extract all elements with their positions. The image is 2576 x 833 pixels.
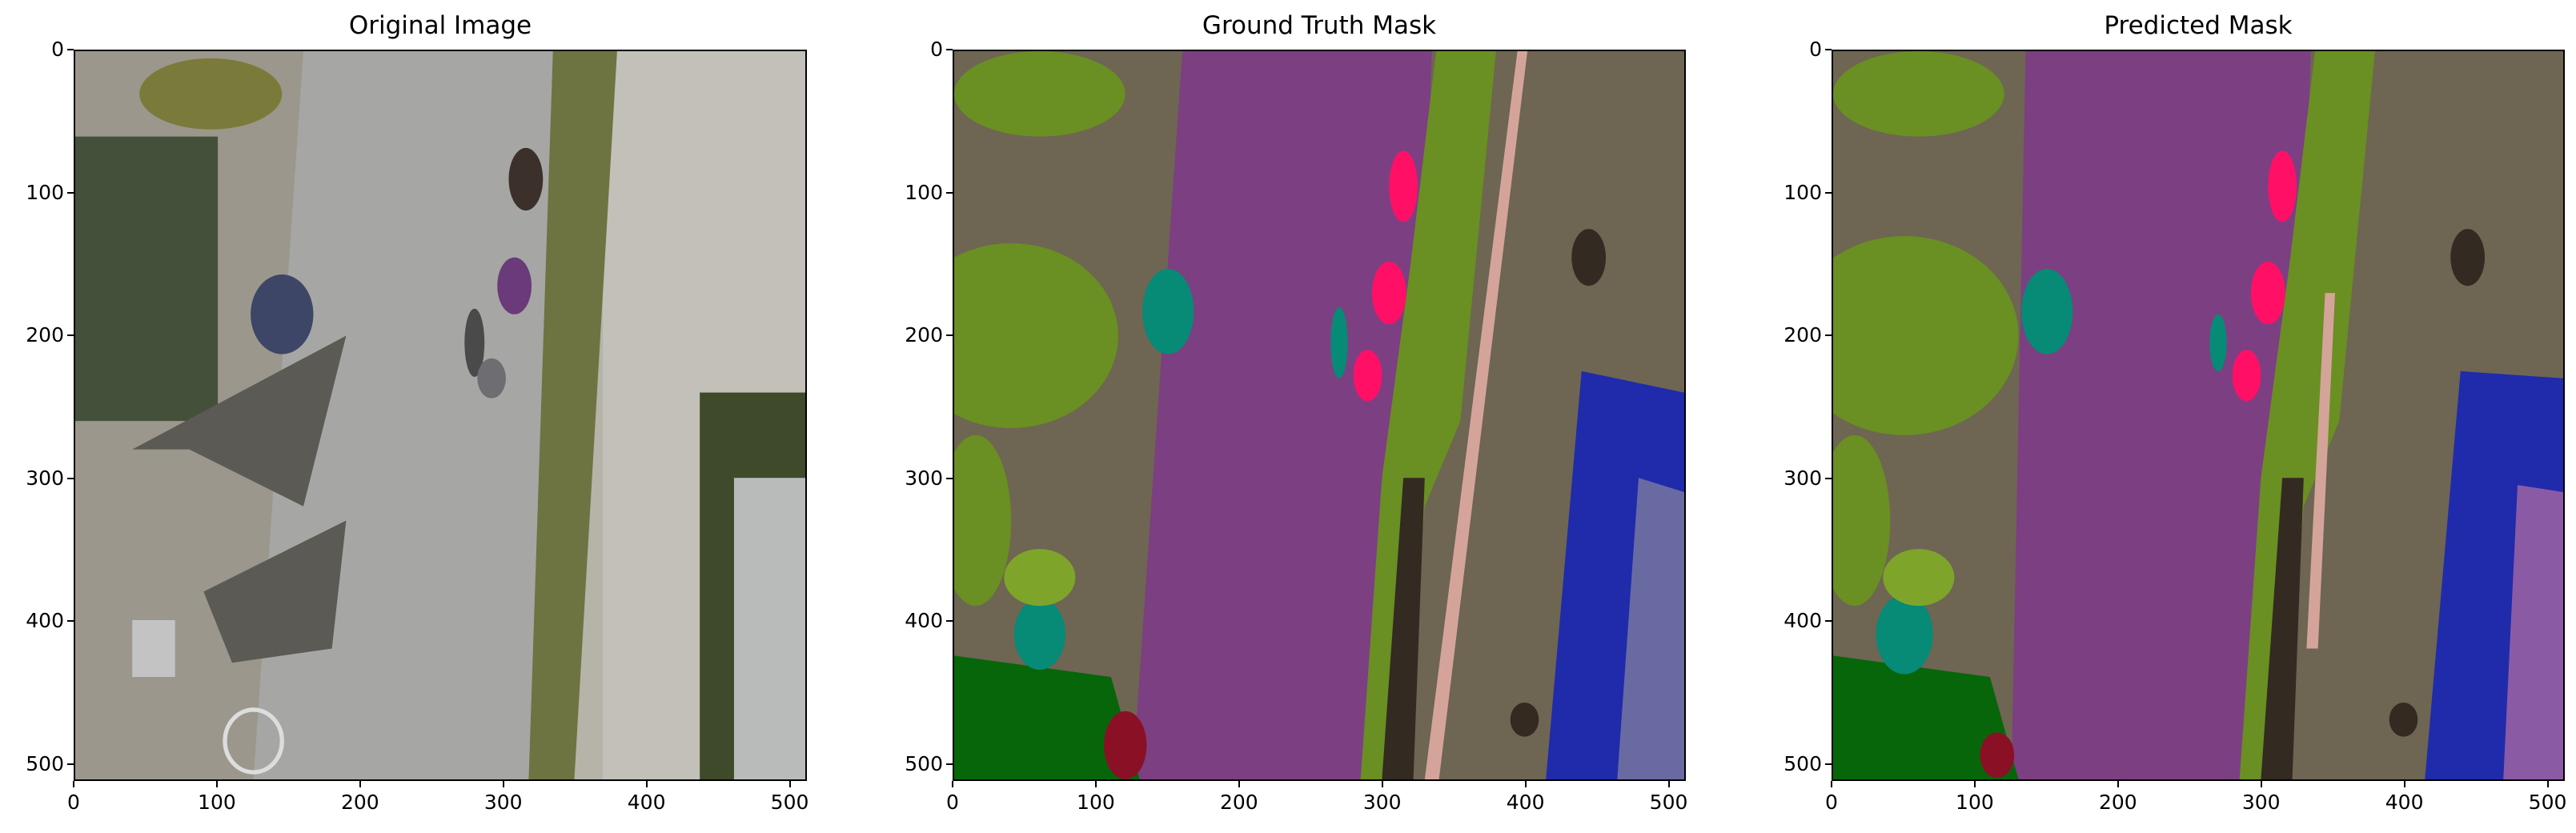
x-tick-label: 0 [946,791,959,814]
predicted-mask [1833,51,2563,779]
x-tick-label: 100 [198,791,236,814]
y-tick-mark [67,477,74,479]
x-tick-mark [2260,781,2262,787]
y-tick-mark [67,49,74,50]
y-tick-mark [1825,191,1832,194]
y-tick-mark [946,49,953,50]
y-tick-mark [946,191,953,194]
x-tick-mark [215,781,218,787]
x-tick-mark [1381,781,1383,787]
x-tick-label: 300 [484,791,523,814]
x-tick-label: 300 [2241,791,2281,814]
panel-title: Predicted Mask [2104,11,2293,40]
x-tick-mark [502,781,504,787]
x-tick-label: 500 [770,791,809,814]
x-tick-mark [1667,781,1670,787]
x-tick-label: 300 [1362,791,1402,814]
x-tick-mark [1524,781,1527,787]
y-tick-mark [946,334,953,337]
image-ground-truth [953,50,1686,781]
y-tick-mark [1825,477,1832,479]
x-tick-mark [359,781,361,787]
x-tick-mark [645,781,648,787]
y-tick-mark [946,763,953,765]
y-tick-label: 300 [1784,466,1822,490]
y-tick-mark [1825,49,1832,50]
y-tick-label: 200 [905,323,943,347]
y-tick-mark [67,334,74,337]
y-tick-mark [67,620,74,623]
x-tick-label: 500 [1649,791,1688,814]
y-tick-label: 400 [26,609,64,633]
original-photo [75,51,805,779]
y-tick-mark [1825,334,1832,337]
y-tick-mark [1825,620,1832,623]
y-tick-label: 500 [905,751,943,775]
x-tick-label: 0 [1825,791,1838,814]
x-tick-label: 100 [1077,791,1115,814]
x-tick-mark [1973,781,1976,787]
panel-title: Ground Truth Mask [1202,11,1437,40]
x-tick-label: 200 [1219,791,1258,814]
x-tick-mark [952,781,953,787]
y-tick-mark [67,763,74,765]
ground-truth-mask [954,51,1684,779]
y-tick-mark [1825,763,1832,765]
y-tick-label: 500 [26,751,64,775]
x-tick-label: 400 [627,791,666,814]
x-tick-mark [73,781,74,787]
y-tick-label: 100 [905,180,943,204]
y-tick-label: 100 [26,180,64,204]
x-tick-mark [788,781,791,787]
y-tick-mark [946,620,953,623]
y-tick-label: 0 [1809,38,1822,61]
image-predicted [1832,50,2565,781]
x-tick-label: 100 [1956,791,1994,814]
y-tick-mark [67,191,74,194]
x-tick-mark [1238,781,1240,787]
x-tick-mark [2546,781,2549,787]
y-tick-label: 400 [1784,609,1822,633]
y-tick-label: 200 [1784,323,1822,347]
y-tick-label: 400 [905,609,943,633]
x-tick-label: 400 [2385,791,2424,814]
panel-title: Original Image [348,11,532,40]
x-tick-mark [2117,781,2119,787]
y-tick-label: 300 [26,466,64,490]
image-original [74,50,807,781]
y-tick-label: 500 [1784,751,1822,775]
x-tick-mark [2403,781,2405,787]
x-tick-mark [1831,781,1832,787]
y-tick-label: 0 [930,38,943,61]
x-tick-label: 500 [2528,791,2567,814]
x-tick-label: 0 [67,791,80,814]
x-tick-mark [1094,781,1097,787]
x-tick-label: 400 [1506,791,1545,814]
x-tick-label: 200 [340,791,379,814]
y-tick-label: 100 [1784,180,1822,204]
x-tick-label: 200 [2098,791,2137,814]
y-tick-mark [946,477,953,479]
y-tick-label: 0 [51,38,64,61]
y-tick-label: 200 [26,323,64,347]
y-tick-label: 300 [905,466,943,490]
